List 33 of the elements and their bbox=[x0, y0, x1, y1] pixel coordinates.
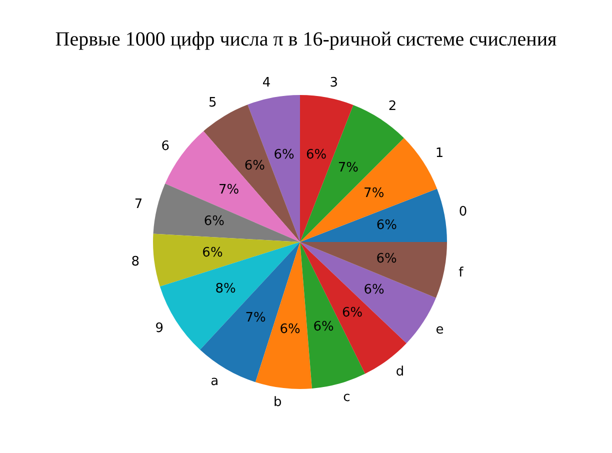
slice-label: b bbox=[273, 395, 282, 410]
chart-title: Первые 1000 цифр числа π в 16-ричной системе счисления bbox=[55, 28, 557, 50]
slice-label: a bbox=[210, 374, 219, 390]
slice-label: 6 bbox=[161, 138, 170, 154]
data-label: 6% bbox=[364, 282, 384, 298]
data-label: 7% bbox=[338, 160, 359, 176]
data-label: 6% bbox=[342, 305, 363, 320]
data-label: 6% bbox=[274, 148, 294, 163]
data-label: 6% bbox=[376, 251, 397, 266]
slice-label: 4 bbox=[262, 75, 271, 90]
slice-label: 5 bbox=[208, 96, 217, 111]
slice-label: 3 bbox=[330, 75, 338, 90]
slice-label: 0 bbox=[458, 204, 468, 220]
data-label: 6% bbox=[313, 319, 334, 334]
data-label: 6% bbox=[202, 245, 223, 260]
data-label: 6% bbox=[204, 214, 224, 230]
data-label: 6% bbox=[376, 218, 397, 234]
data-label: 6% bbox=[306, 148, 327, 163]
slice-label: 9 bbox=[155, 321, 164, 336]
slice-label: 2 bbox=[388, 98, 397, 114]
slice-label: e bbox=[436, 322, 444, 338]
slice-label: d bbox=[396, 364, 404, 380]
data-label: 7% bbox=[364, 186, 384, 202]
data-label: 8% bbox=[215, 282, 236, 297]
slice-label: 1 bbox=[435, 146, 444, 162]
data-label: 6% bbox=[244, 158, 265, 174]
slice-label: 7 bbox=[134, 197, 143, 212]
data-label: 7% bbox=[218, 182, 240, 198]
data-label: 7% bbox=[245, 310, 266, 326]
slice-label: f bbox=[458, 266, 464, 281]
slice-label: 8 bbox=[131, 254, 140, 270]
data-label: 6% bbox=[280, 322, 300, 338]
slice-label: c bbox=[343, 390, 350, 406]
